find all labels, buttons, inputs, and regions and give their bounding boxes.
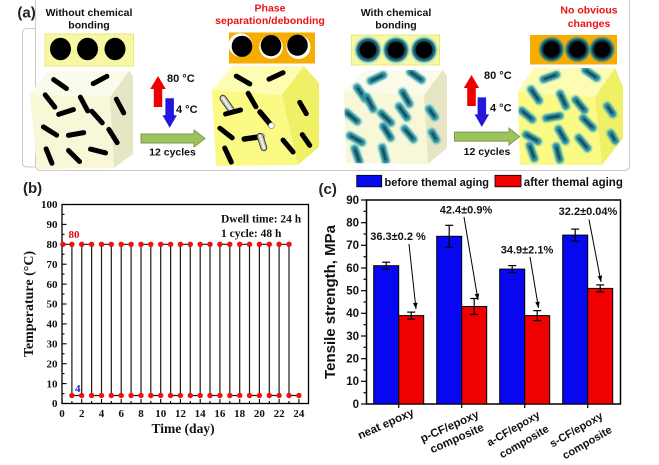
svg-text:34.9±2.1%: 34.9±2.1% [501, 245, 554, 257]
svg-text:50: 50 [47, 299, 59, 311]
svg-text:Time (day): Time (day) [151, 421, 214, 436]
svg-text:0: 0 [52, 398, 58, 410]
svg-text:70: 70 [346, 240, 359, 252]
svg-text:20: 20 [254, 408, 266, 420]
svg-text:42.4±0.9%: 42.4±0.9% [440, 205, 493, 217]
svg-text:30: 30 [346, 331, 359, 343]
svg-text:4 °C: 4 °C [490, 103, 512, 115]
svg-text:0: 0 [59, 408, 65, 420]
svg-text:(a): (a) [17, 5, 35, 22]
svg-text:36.3±0.2 %: 36.3±0.2 % [370, 231, 426, 243]
svg-text:10: 10 [47, 378, 59, 390]
svg-text:100: 100 [41, 199, 58, 211]
svg-text:14: 14 [195, 408, 207, 420]
svg-text:bonding: bonding [68, 20, 109, 32]
svg-text:(c): (c) [319, 181, 337, 198]
svg-text:8: 8 [138, 408, 144, 420]
svg-text:changes: changes [568, 18, 611, 30]
svg-text:80 °C: 80 °C [167, 73, 195, 85]
svg-text:Phase: Phase [255, 3, 286, 15]
svg-text:With chemical: With chemical [361, 7, 432, 19]
svg-text:10: 10 [346, 376, 359, 388]
svg-text:12 cycles: 12 cycles [149, 147, 196, 159]
svg-text:80: 80 [346, 218, 359, 230]
svg-text:18: 18 [234, 408, 246, 420]
svg-text:60: 60 [47, 279, 59, 291]
svg-text:4: 4 [75, 383, 81, 395]
svg-text:0: 0 [353, 399, 359, 411]
svg-text:24: 24 [293, 408, 305, 420]
svg-text:22: 22 [274, 408, 286, 420]
svg-text:80: 80 [69, 229, 81, 241]
svg-text:80 °C: 80 °C [484, 70, 512, 82]
svg-text:30: 30 [47, 339, 59, 351]
svg-text:32.2±0.04%: 32.2±0.04% [559, 206, 618, 218]
svg-text:separation/debonding: separation/debonding [215, 15, 325, 27]
svg-text:1 cycle: 48 h: 1 cycle: 48 h [221, 228, 282, 240]
svg-text:No obvious: No obvious [560, 5, 617, 17]
svg-text:4: 4 [99, 408, 105, 420]
svg-text:60: 60 [346, 263, 359, 275]
svg-text:Dwell time: 24 h: Dwell time: 24 h [221, 214, 302, 226]
svg-text:after themal aging: after themal aging [524, 177, 623, 189]
svg-text:Without chemical: Without chemical [46, 7, 133, 19]
svg-text:neat epoxy: neat epoxy [356, 407, 416, 443]
svg-text:16: 16 [214, 408, 226, 420]
svg-text:2: 2 [79, 408, 85, 420]
svg-text:6: 6 [118, 408, 124, 420]
svg-text:4 °C: 4 °C [176, 104, 198, 116]
svg-text:bonding: bonding [375, 20, 416, 32]
svg-text:40: 40 [346, 308, 359, 320]
svg-text:10: 10 [155, 408, 167, 420]
svg-text:before themal aging: before themal aging [385, 177, 490, 189]
svg-text:Tensile strength, MPa: Tensile strength, MPa [322, 224, 339, 379]
svg-text:20: 20 [47, 358, 59, 370]
svg-text:(b): (b) [23, 180, 42, 197]
svg-text:50: 50 [346, 286, 359, 298]
svg-text:70: 70 [47, 259, 59, 271]
svg-text:90: 90 [47, 219, 59, 231]
svg-text:20: 20 [346, 354, 359, 366]
svg-text:12: 12 [175, 408, 187, 420]
svg-text:90: 90 [346, 195, 359, 207]
svg-text:12 cycles: 12 cycles [464, 146, 511, 158]
svg-text:80: 80 [47, 239, 59, 251]
svg-text:Temperature (°C): Temperature (°C) [22, 251, 37, 358]
svg-text:40: 40 [47, 319, 59, 331]
